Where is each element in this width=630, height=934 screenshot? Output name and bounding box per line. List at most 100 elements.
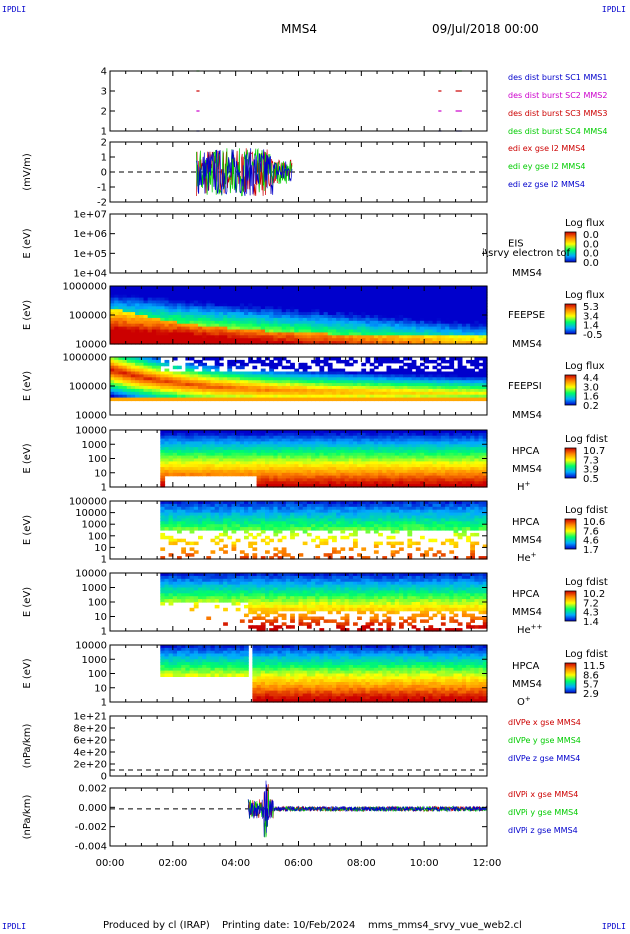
spectro-cell — [185, 300, 191, 304]
spectro-cell — [168, 503, 174, 508]
spectro-cell — [122, 312, 128, 316]
spectro-cell — [482, 297, 488, 302]
spectro-cell — [323, 478, 329, 482]
spectro-cell — [424, 286, 429, 290]
spectro-cell — [189, 388, 195, 393]
spectro-cell — [306, 444, 312, 448]
spectro-cell — [319, 303, 325, 307]
spectro-cell — [344, 386, 350, 390]
spectro-cell — [151, 371, 157, 375]
spectro-cell — [353, 435, 358, 440]
spectro-cell — [164, 512, 170, 517]
spectro-cell — [319, 447, 325, 451]
spectro-cell — [369, 432, 375, 437]
spectro-cell — [478, 368, 484, 373]
spectro-cell — [198, 320, 203, 325]
spectro-cell — [181, 464, 186, 468]
spectro-cell — [407, 444, 413, 448]
spectro-cell — [474, 371, 480, 375]
spectro-cell — [168, 391, 174, 396]
spectro-cell — [302, 332, 308, 336]
spectro-cell — [315, 306, 321, 310]
spectro-cell — [394, 359, 400, 364]
spectro-cell — [319, 317, 325, 322]
spectro-cell — [189, 447, 195, 451]
spectro-cell — [206, 388, 212, 393]
spectro-cell — [160, 432, 166, 437]
spectro-cell — [193, 458, 199, 462]
spectro-cell — [160, 335, 166, 339]
spectro-cell — [361, 467, 367, 471]
spectro-cell — [453, 472, 459, 477]
spectro-cell — [386, 300, 392, 304]
spectro-cell — [260, 458, 266, 462]
spectro-cell — [470, 394, 475, 399]
spectro-cell — [302, 458, 308, 462]
spectro-cell — [386, 326, 392, 331]
spectro-cell — [227, 452, 233, 457]
spectro-cell — [415, 461, 421, 465]
spectro-cell — [353, 441, 358, 445]
spectro-cell — [189, 441, 195, 445]
spectro-cell — [474, 312, 480, 316]
spectro-cell — [323, 357, 329, 361]
spectro-cell — [415, 455, 421, 460]
spectro-cell — [185, 368, 191, 373]
spectro-cell — [110, 294, 115, 299]
spectro-cell — [298, 441, 304, 445]
spectro-cell — [214, 317, 220, 322]
spectro-cell — [130, 357, 136, 361]
spectro-cell — [461, 386, 467, 390]
spectro-cell — [218, 323, 224, 328]
spectro-cell — [126, 306, 132, 310]
spectro-cell — [415, 481, 421, 485]
spectro-cell — [147, 386, 153, 390]
spectro-cell — [235, 341, 241, 345]
spectro-cell — [470, 332, 475, 336]
spectro-cell — [411, 386, 417, 390]
spectro-cell — [189, 524, 195, 528]
spectro-cell — [252, 294, 258, 299]
spectro-cell — [353, 452, 358, 457]
spectro-cell — [407, 286, 413, 290]
spectro-cell — [130, 303, 136, 307]
spectro-cell — [139, 320, 145, 325]
spectro-cell — [474, 306, 480, 310]
spectro-cell — [378, 286, 383, 290]
spectro-cell — [298, 478, 304, 482]
spectro-cell — [185, 309, 191, 313]
spectro-cell — [449, 472, 455, 477]
spectro-cell — [373, 297, 379, 302]
spectro-cell — [210, 335, 216, 339]
spectro-cell — [403, 294, 408, 299]
spectro-cell — [227, 291, 233, 296]
spectro-cell — [369, 391, 375, 396]
spectro-cell — [218, 294, 224, 299]
spectro-cell — [340, 386, 346, 390]
spectro-cell — [277, 464, 283, 468]
spectro-cell — [273, 332, 279, 336]
spectro-cell — [189, 397, 195, 402]
spectro-cell — [177, 444, 182, 448]
spectro-cell — [269, 294, 274, 299]
spectro-cell — [281, 326, 287, 331]
spectro-cell — [332, 294, 337, 299]
spectro-cell — [198, 315, 203, 319]
spectro-cell — [218, 320, 224, 325]
spectro-cell — [436, 374, 442, 378]
spectro-cell — [273, 329, 279, 333]
spectro-cell — [164, 524, 170, 528]
spectro-cell — [206, 444, 212, 448]
spectro-cell — [260, 455, 266, 460]
spectro-cell — [110, 374, 115, 378]
spectro-cell — [265, 455, 270, 460]
spectro-cell — [185, 452, 191, 457]
spectro-cell — [273, 386, 279, 390]
spectro-cell — [466, 297, 471, 302]
spectro-cell — [218, 317, 224, 322]
spectro-cell — [344, 388, 350, 393]
spectro-cell — [449, 380, 455, 384]
spectro-cell — [327, 303, 333, 307]
spectro-cell — [457, 297, 463, 302]
spectro-cell — [466, 309, 471, 313]
